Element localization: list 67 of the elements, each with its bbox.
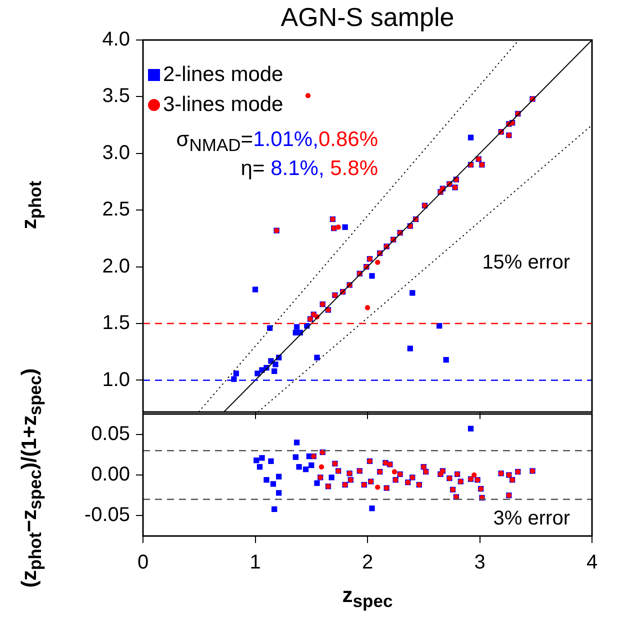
point: [369, 506, 375, 512]
point: [268, 458, 274, 464]
point: [407, 346, 413, 352]
x-tick-label: 3: [474, 552, 486, 574]
point: [272, 506, 278, 512]
point: [270, 481, 276, 487]
y-tick-label: 2.5: [102, 198, 130, 221]
point: [292, 454, 298, 460]
point: [272, 362, 278, 368]
x-tick-label: 4: [586, 552, 598, 574]
annotation: 5.8%: [329, 157, 378, 180]
point: [314, 480, 320, 486]
y-tick-label: 3.5: [102, 85, 130, 108]
x-tick-label: 0: [137, 552, 149, 574]
point: [375, 484, 380, 490]
point: [314, 354, 320, 360]
x-axis-title: z$_{spec}$: [341, 584, 394, 612]
point: [296, 464, 302, 470]
point: [468, 134, 474, 140]
annotation: η=: [240, 157, 265, 180]
point: [443, 357, 449, 363]
point: [259, 455, 265, 461]
point: [276, 474, 282, 480]
x-tick-label: 1: [250, 552, 261, 574]
annotation: 3% error: [493, 507, 570, 530]
annotation: 15% error: [482, 252, 570, 274]
point: [267, 325, 273, 331]
y-tick-label: 3.0: [102, 142, 130, 164]
annotation: 8.1%,: [270, 157, 324, 180]
x-tick-label: 2: [362, 552, 374, 574]
point: [369, 273, 375, 279]
legend-label: 3-lines mode: [163, 92, 284, 118]
point: [342, 224, 348, 230]
y-tick-label: -0.05: [84, 504, 130, 526]
point: [276, 490, 282, 496]
y-tick-label: 1.0: [102, 368, 130, 391]
point: [252, 286, 258, 292]
annotation: 0.86%: [318, 128, 378, 151]
point: [256, 464, 263, 470]
point: [436, 322, 442, 329]
point: [302, 466, 309, 472]
point: [294, 440, 300, 446]
point: [233, 370, 239, 376]
y-tick-label: 0.05: [91, 422, 130, 445]
annotation: σ$_{NMAD}$=: [176, 128, 254, 156]
point: [272, 368, 278, 374]
point: [305, 92, 311, 98]
point: [336, 224, 341, 230]
y-tick-label: 0.00: [91, 464, 130, 486]
point: [318, 464, 324, 470]
y-tick-label: 2.0: [102, 255, 130, 278]
chart-title: AGN-S sample: [280, 2, 456, 33]
point: [328, 474, 334, 480]
point: [308, 462, 314, 468]
point: [294, 324, 300, 330]
point: [468, 426, 474, 432]
point: [472, 472, 477, 478]
legend-label: 2-lines mode: [163, 62, 284, 88]
point: [375, 260, 380, 265]
point: [392, 469, 398, 474]
y-tick-label: 4.0: [102, 28, 130, 51]
annotation: 1.01%,: [253, 128, 318, 151]
point: [410, 290, 416, 296]
point: [254, 458, 260, 464]
point: [364, 305, 370, 310]
y-tick-label: 1.5: [102, 312, 130, 334]
point: [264, 477, 270, 483]
